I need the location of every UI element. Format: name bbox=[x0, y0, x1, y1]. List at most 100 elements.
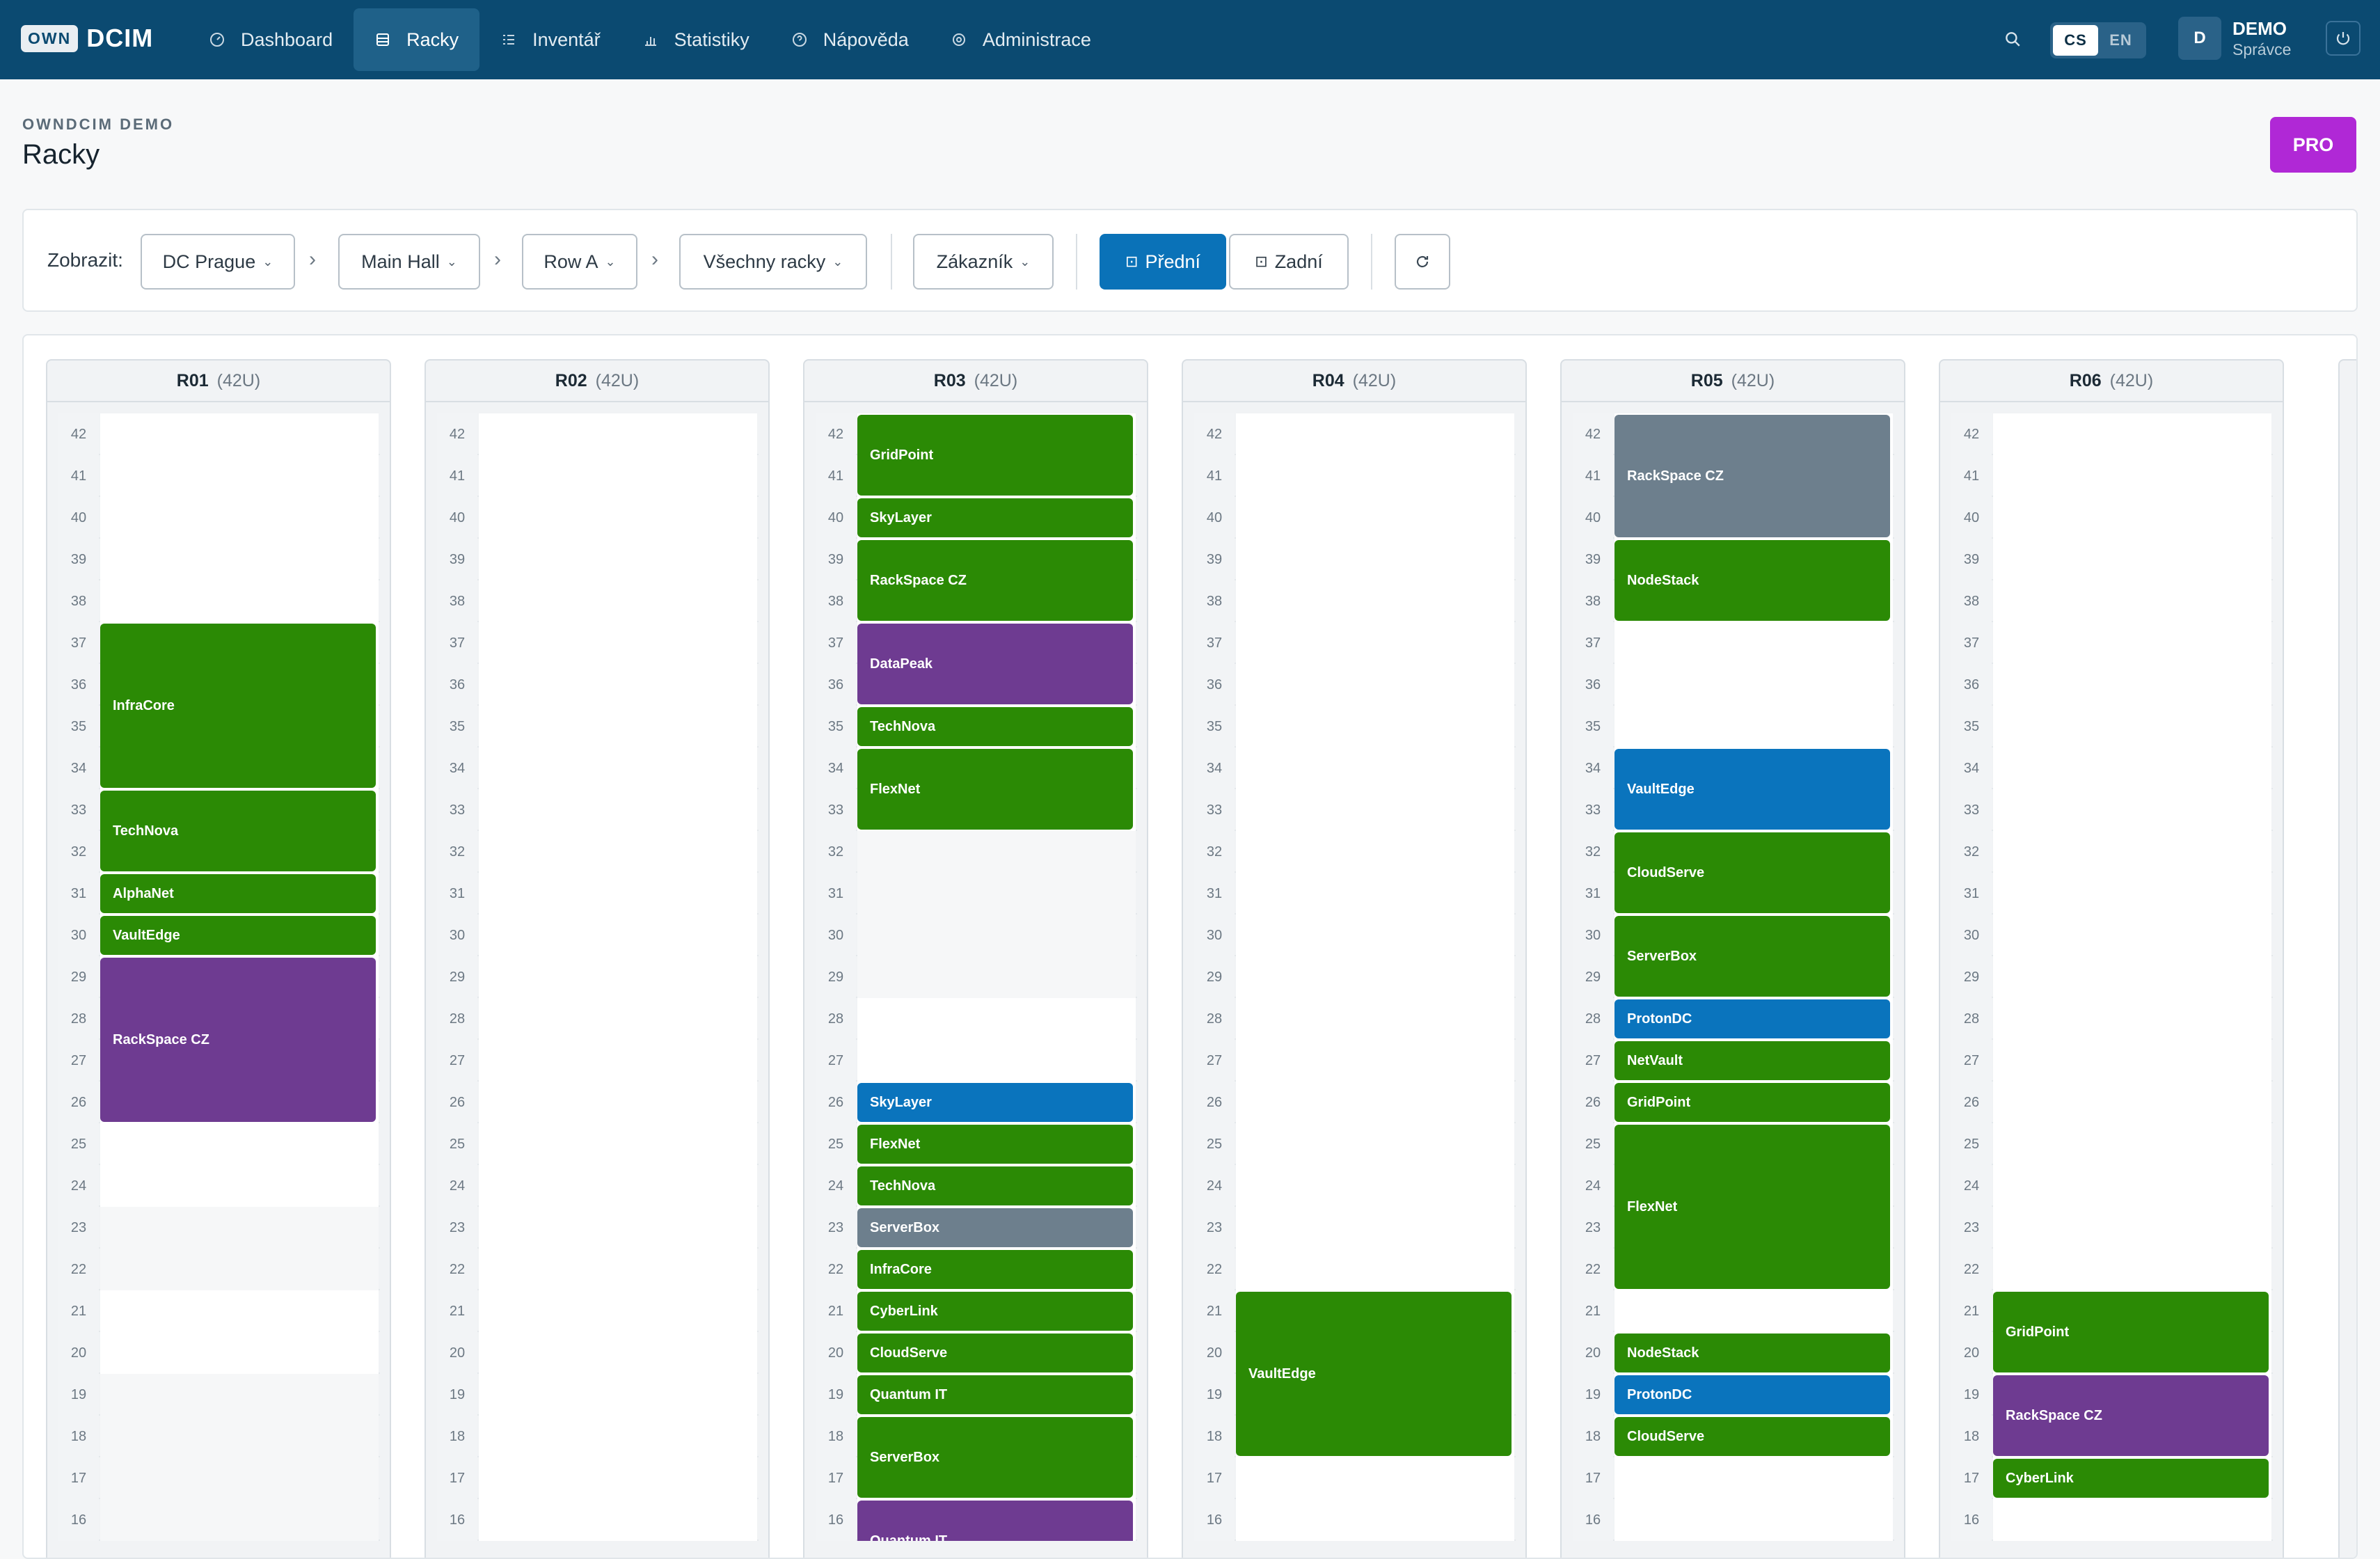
rack-r03[interactable]: R03 (42U) 42 41 40 39 38 37 36 35 34 33 32 31 30 29 28 27… bbox=[803, 359, 1148, 1558]
empty-unit-slot[interactable] bbox=[100, 1165, 379, 1207]
rack-device[interactable]: Quantum IT bbox=[857, 1375, 1133, 1414]
empty-unit-slot[interactable] bbox=[479, 1123, 757, 1165]
empty-unit-slot[interactable] bbox=[1993, 455, 2271, 497]
empty-unit-slot[interactable] bbox=[1236, 915, 1514, 956]
rack-r05[interactable]: R05 (42U) 42 41 40 39 38 37 36 35 34 33 32 31 30 29 28 27… bbox=[1560, 359, 1905, 1558]
empty-unit-slot[interactable] bbox=[479, 831, 757, 873]
rack-device[interactable]: NodeStack bbox=[1615, 540, 1890, 621]
empty-unit-slot[interactable] bbox=[479, 1082, 757, 1123]
empty-unit-slot[interactable] bbox=[100, 580, 379, 622]
empty-unit-slot[interactable] bbox=[479, 1249, 757, 1290]
refresh-button[interactable] bbox=[1395, 234, 1450, 290]
empty-unit-slot[interactable] bbox=[479, 580, 757, 622]
empty-unit-slot[interactable] bbox=[479, 915, 757, 956]
empty-unit-slot[interactable] bbox=[1993, 915, 2271, 956]
room-select[interactable]: Main Hall ⌄ bbox=[338, 234, 480, 290]
rack-header[interactable]: R01 (42U) bbox=[47, 361, 390, 402]
empty-unit-slot[interactable] bbox=[479, 1332, 757, 1374]
search-button[interactable] bbox=[1999, 25, 2026, 53]
empty-unit-slot[interactable] bbox=[1993, 1123, 2271, 1165]
rack-device[interactable]: DataPeak bbox=[857, 624, 1133, 704]
rack-device[interactable]: CloudServe bbox=[1615, 1417, 1890, 1456]
empty-unit-slot[interactable] bbox=[1236, 497, 1514, 539]
rack-header[interactable]: R06 (42U) bbox=[1940, 361, 2283, 402]
empty-unit-slot[interactable] bbox=[100, 497, 379, 539]
empty-unit-slot[interactable] bbox=[479, 497, 757, 539]
empty-unit-slot[interactable] bbox=[1236, 1165, 1514, 1207]
rack-device[interactable]: VaultEdge bbox=[1615, 749, 1890, 830]
empty-unit-slot[interactable] bbox=[479, 1290, 757, 1332]
empty-unit-slot[interactable] bbox=[1615, 1457, 1893, 1499]
rack-device[interactable]: ProtonDC bbox=[1615, 999, 1890, 1038]
rack-device[interactable]: NodeStack bbox=[1615, 1334, 1890, 1372]
empty-unit-slot[interactable] bbox=[479, 1207, 757, 1249]
empty-unit-slot[interactable] bbox=[857, 956, 1136, 998]
empty-unit-slot[interactable] bbox=[1236, 998, 1514, 1040]
rack-r01[interactable]: R01 (42U) 42 41 40 39 38 37 36 35 34 33 32 31 30 29 28 27… bbox=[46, 359, 391, 1558]
empty-unit-slot[interactable] bbox=[479, 873, 757, 915]
empty-unit-slot[interactable] bbox=[857, 915, 1136, 956]
empty-unit-slot[interactable] bbox=[857, 873, 1136, 915]
rack-r04[interactable]: R04 (42U) 42 41 40 39 38 37 36 35 34 33 32 31 30 29 28 27… bbox=[1182, 359, 1527, 1558]
rack-device[interactable]: CloudServe bbox=[857, 1334, 1133, 1372]
rack-device[interactable]: SkyLayer bbox=[857, 498, 1133, 537]
nav-item-statistiky[interactable]: Statistiky bbox=[621, 8, 770, 71]
rack-device[interactable]: VaultEdge bbox=[1236, 1292, 1512, 1456]
empty-unit-slot[interactable] bbox=[1615, 664, 1893, 706]
empty-unit-slot[interactable] bbox=[100, 1290, 379, 1332]
empty-unit-slot[interactable] bbox=[100, 1123, 379, 1165]
racks-select[interactable]: Všechny racky ⌄ bbox=[679, 234, 867, 290]
lang-cs-button[interactable]: CS bbox=[2053, 25, 2098, 56]
app-logo[interactable]: OWN DCIM bbox=[21, 24, 153, 53]
front-view-button[interactable]: ⊡ Přední bbox=[1100, 234, 1226, 290]
empty-unit-slot[interactable] bbox=[1236, 706, 1514, 747]
empty-unit-slot[interactable] bbox=[1236, 580, 1514, 622]
empty-unit-slot[interactable] bbox=[100, 1332, 379, 1374]
nav-item-administrace[interactable]: Administrace bbox=[930, 8, 1112, 71]
empty-unit-slot[interactable] bbox=[1993, 1165, 2271, 1207]
nav-item-racky[interactable]: Racky bbox=[354, 8, 480, 71]
empty-unit-slot[interactable] bbox=[100, 539, 379, 580]
empty-unit-slot[interactable] bbox=[857, 831, 1136, 873]
empty-unit-slot[interactable] bbox=[479, 539, 757, 580]
empty-unit-slot[interactable] bbox=[479, 747, 757, 789]
pro-button[interactable]: PRO bbox=[2270, 117, 2356, 173]
empty-unit-slot[interactable] bbox=[479, 413, 757, 455]
empty-unit-slot[interactable] bbox=[479, 998, 757, 1040]
rack-device[interactable]: NetVault bbox=[1615, 1041, 1890, 1080]
empty-unit-slot[interactable] bbox=[1993, 580, 2271, 622]
empty-unit-slot[interactable] bbox=[1993, 747, 2271, 789]
rack-device[interactable]: Quantum IT bbox=[857, 1501, 1133, 1541]
empty-unit-slot[interactable] bbox=[1236, 664, 1514, 706]
empty-unit-slot[interactable] bbox=[1236, 413, 1514, 455]
empty-unit-slot[interactable] bbox=[857, 1040, 1136, 1082]
empty-unit-slot[interactable] bbox=[1236, 1082, 1514, 1123]
rack-device[interactable]: GridPoint bbox=[1993, 1292, 2269, 1372]
rack-device[interactable]: AlphaNet bbox=[100, 874, 376, 913]
empty-unit-slot[interactable] bbox=[1236, 1249, 1514, 1290]
empty-unit-slot[interactable] bbox=[100, 1457, 379, 1499]
empty-unit-slot[interactable] bbox=[1993, 873, 2271, 915]
empty-unit-slot[interactable] bbox=[1993, 1040, 2271, 1082]
rack-header[interactable]: R04 (42U) bbox=[1183, 361, 1525, 402]
rack-device[interactable]: InfraCore bbox=[100, 624, 376, 788]
rack-device[interactable]: ServerBox bbox=[1615, 916, 1890, 997]
nav-item-napoveda[interactable]: Nápověda bbox=[770, 8, 930, 71]
empty-unit-slot[interactable] bbox=[479, 1457, 757, 1499]
empty-unit-slot[interactable] bbox=[100, 1374, 379, 1416]
empty-unit-slot[interactable] bbox=[1993, 998, 2271, 1040]
empty-unit-slot[interactable] bbox=[1993, 956, 2271, 998]
empty-unit-slot[interactable] bbox=[100, 1207, 379, 1249]
empty-unit-slot[interactable] bbox=[479, 956, 757, 998]
rack-device[interactable]: CloudServe bbox=[1615, 832, 1890, 913]
empty-unit-slot[interactable] bbox=[1236, 1457, 1514, 1499]
empty-unit-slot[interactable] bbox=[1236, 747, 1514, 789]
empty-unit-slot[interactable] bbox=[1615, 706, 1893, 747]
rack-device[interactable]: GridPoint bbox=[1615, 1083, 1890, 1122]
customer-select[interactable]: Zákazník ⌄ bbox=[913, 234, 1054, 290]
rack-device[interactable]: FlexNet bbox=[857, 749, 1133, 830]
rack-device[interactable]: RackSpace CZ bbox=[1615, 415, 1890, 537]
empty-unit-slot[interactable] bbox=[1615, 1290, 1893, 1332]
empty-unit-slot[interactable] bbox=[1236, 1040, 1514, 1082]
rack-device[interactable]: ServerBox bbox=[857, 1417, 1133, 1498]
